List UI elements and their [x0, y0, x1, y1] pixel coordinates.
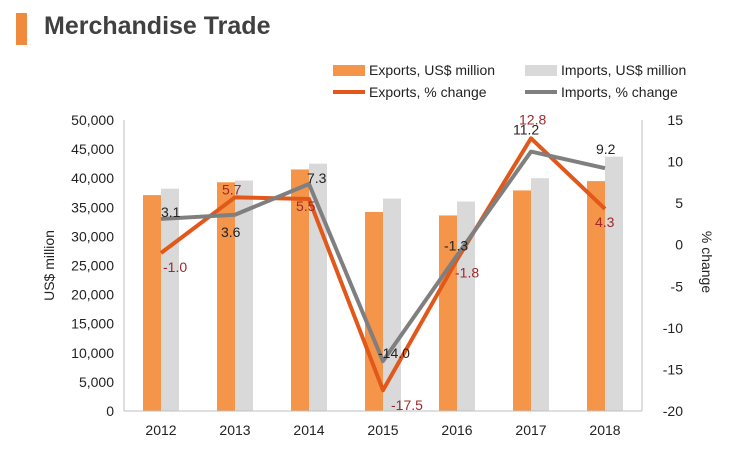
exports-change-line [159, 136, 607, 393]
legend-exports-bar-swatch [333, 65, 365, 76]
exports-change-label: 5.5 [296, 198, 316, 214]
exports-change-label: -17.5 [391, 397, 423, 413]
imports-bar [235, 180, 253, 411]
legend-imports-bar-label: Imports, US$ million [561, 62, 686, 78]
exports-change-label: 4.3 [595, 214, 615, 230]
imports-change-label: 9.2 [596, 141, 616, 157]
y2-tick-label: -20 [663, 403, 683, 419]
x-tick-label: 2012 [145, 422, 176, 438]
imports-change-label: 3.6 [221, 224, 241, 240]
y2-axis-title: % change [699, 231, 715, 293]
imports-change-label: 11.2 [513, 122, 539, 138]
legend-exports-bar-label: Exports, US$ million [369, 62, 495, 78]
y2-tick-label: -5 [671, 278, 684, 294]
imports-bar [383, 198, 401, 411]
y2-tick-label: -10 [663, 320, 683, 336]
x-tick-label: 2014 [293, 422, 324, 438]
imports-bar [161, 188, 179, 411]
legend-imports-bar-swatch [525, 65, 557, 76]
y2-tick-label: -15 [663, 361, 683, 377]
y-tick-label: 5,000 [79, 374, 114, 390]
exports-change-label: 5.7 [222, 181, 242, 197]
y-tick-label: 30,000 [71, 228, 114, 244]
y-tick-label: 20,000 [71, 287, 114, 303]
exports-change-label: -1.0 [163, 259, 187, 275]
title-accent-bar [16, 13, 27, 45]
y-tick-label: 15,000 [71, 316, 114, 332]
imports-bar [605, 156, 623, 411]
exports-bar [217, 182, 235, 411]
y2-tick-label: 0 [675, 237, 683, 253]
imports-change-label: 3.1 [161, 204, 181, 220]
y-tick-label: 35,000 [71, 199, 114, 215]
exports-bar [513, 190, 531, 411]
imports-change-label: 7.3 [307, 170, 327, 186]
exports-change-label: -1.8 [455, 265, 479, 281]
legend-imports-line-label: Imports, % change [561, 84, 678, 100]
x-tick-label: 2017 [515, 422, 546, 438]
imports-change-label: -1.3 [444, 238, 468, 254]
x-tick-label: 2016 [441, 422, 472, 438]
page-title: Merchandise Trade [44, 12, 271, 40]
y-tick-label: 25,000 [71, 258, 114, 274]
exports-bar [365, 211, 383, 411]
imports-bar [531, 178, 549, 411]
y-axis-title: US$ million [41, 230, 57, 301]
imports-change-label: -14.0 [378, 345, 410, 361]
y-tick-label: 0 [106, 403, 114, 419]
y-tick-label: 50,000 [71, 112, 114, 128]
legend-exports-line-label: Exports, % change [369, 84, 487, 100]
x-tick-label: 2018 [589, 422, 620, 438]
imports-change-line [160, 149, 606, 364]
y-tick-label: 40,000 [71, 170, 114, 186]
y2-tick-label: 10 [667, 154, 683, 170]
exports-change-label: 12.8 [519, 111, 546, 127]
exports-bar [587, 181, 605, 411]
imports-bar [309, 163, 327, 411]
y-tick-label: 45,000 [71, 141, 114, 157]
y2-tick-label: 5 [675, 195, 683, 211]
exports-bar [143, 195, 161, 411]
exports-bar [291, 169, 309, 411]
y-tick-label: 10,000 [71, 345, 114, 361]
y2-tick-label: 15 [667, 112, 683, 128]
x-tick-label: 2013 [219, 422, 250, 438]
x-tick-label: 2015 [367, 422, 398, 438]
